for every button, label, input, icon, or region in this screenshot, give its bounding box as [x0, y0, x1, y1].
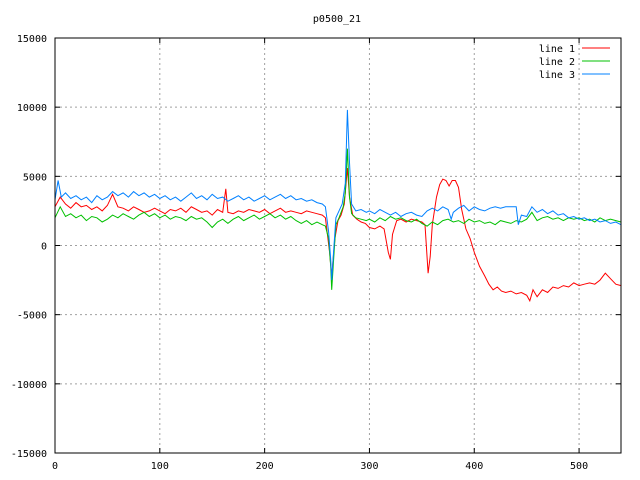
legend-label: line 2: [539, 57, 575, 68]
x-tick-label: 200: [256, 461, 274, 472]
x-axis: 0 100 200 300 400 500: [52, 38, 588, 472]
y-axis: -15000 -10000 -5000 0 5000 10000 15000: [11, 34, 621, 460]
x-tick-label: 300: [360, 461, 378, 472]
y-tick-label: -5000: [17, 311, 47, 322]
series-group: [54, 109, 622, 303]
y-tick-label: -15000: [11, 449, 47, 460]
series-line-3: [54, 109, 622, 281]
legend: line 1 line 2 line 3: [539, 44, 610, 81]
x-tick-label: 500: [570, 461, 588, 472]
grid-lines: [55, 38, 621, 453]
x-tick-label: 0: [52, 461, 58, 472]
series-line-2: [54, 148, 622, 290]
x-tick-label: 400: [465, 461, 483, 472]
legend-label: line 1: [539, 44, 575, 55]
y-tick-label: 5000: [23, 172, 47, 183]
y-tick-label: -10000: [11, 380, 47, 391]
x-tick-label: 100: [151, 461, 169, 472]
y-tick-label: 15000: [17, 34, 47, 45]
series-line-1: [54, 167, 622, 303]
y-tick-label: 0: [41, 242, 47, 253]
chart-title: p0500_21: [313, 14, 361, 25]
y-tick-label: 10000: [17, 103, 47, 114]
legend-label: line 3: [539, 70, 575, 81]
